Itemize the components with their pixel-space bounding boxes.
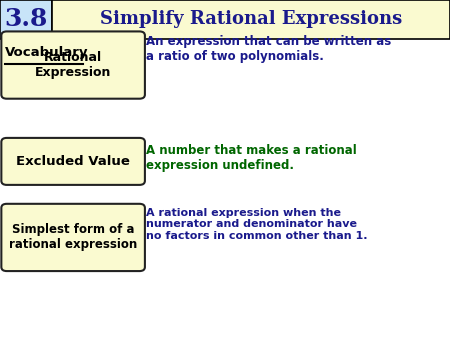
Text: Simplest form of a
rational expression: Simplest form of a rational expression [9, 223, 137, 251]
Text: 3.8: 3.8 [4, 7, 48, 31]
Text: Vocabulary: Vocabulary [5, 46, 89, 58]
Text: Rational
Expression: Rational Expression [35, 51, 111, 79]
Text: Simplify Rational Expressions: Simplify Rational Expressions [100, 10, 402, 28]
Text: A number that makes a rational
expression undefined.: A number that makes a rational expressio… [146, 144, 357, 172]
FancyBboxPatch shape [1, 138, 145, 185]
Text: A rational expression when the
numerator and denominator have
no factors in comm: A rational expression when the numerator… [146, 208, 368, 241]
Bar [0, 0, 52, 39]
Text: An expression that can be written as
a ratio of two polynomials.: An expression that can be written as a r… [146, 35, 392, 64]
Text: Excluded Value: Excluded Value [16, 155, 130, 168]
FancyBboxPatch shape [1, 204, 145, 271]
FancyBboxPatch shape [1, 31, 145, 99]
Bar [52, 0, 450, 39]
